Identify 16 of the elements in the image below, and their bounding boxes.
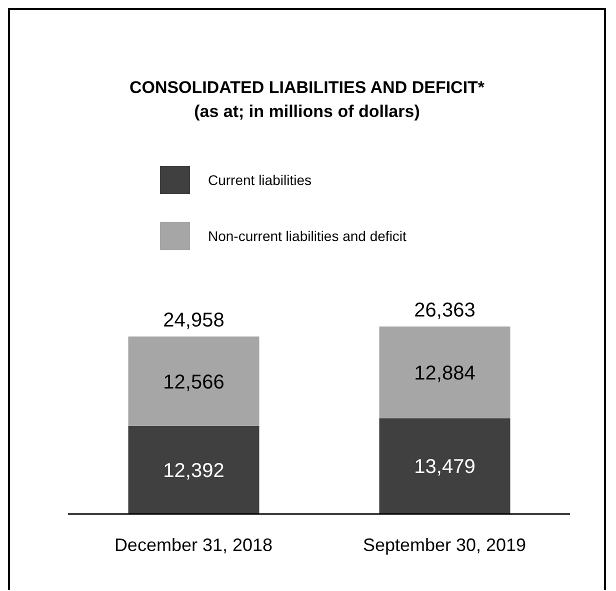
data-label: 12,884 bbox=[414, 362, 476, 384]
bar bbox=[379, 326, 510, 418]
legend-label: Non-current liabilities and deficit bbox=[208, 228, 406, 244]
x-tick-label: September 30, 2019 bbox=[362, 534, 526, 555]
data-label: 12,392 bbox=[163, 460, 224, 482]
bar bbox=[128, 336, 260, 426]
x-tick-label: December 31, 2018 bbox=[114, 534, 273, 555]
data-label: 13,479 bbox=[414, 456, 476, 478]
data-label: 12,566 bbox=[163, 371, 224, 394]
chart-subtitle: (as at; in millions of dollars) bbox=[193, 101, 421, 123]
total-label: 24,958 bbox=[163, 309, 224, 332]
bar bbox=[128, 426, 260, 514]
bar bbox=[379, 418, 510, 514]
legend-label: Current liabilities bbox=[208, 172, 312, 188]
total-label: 26,363 bbox=[414, 300, 476, 322]
chart-title: CONSOLIDATED LIABILITIES AND DEFICIT* bbox=[128, 77, 486, 99]
